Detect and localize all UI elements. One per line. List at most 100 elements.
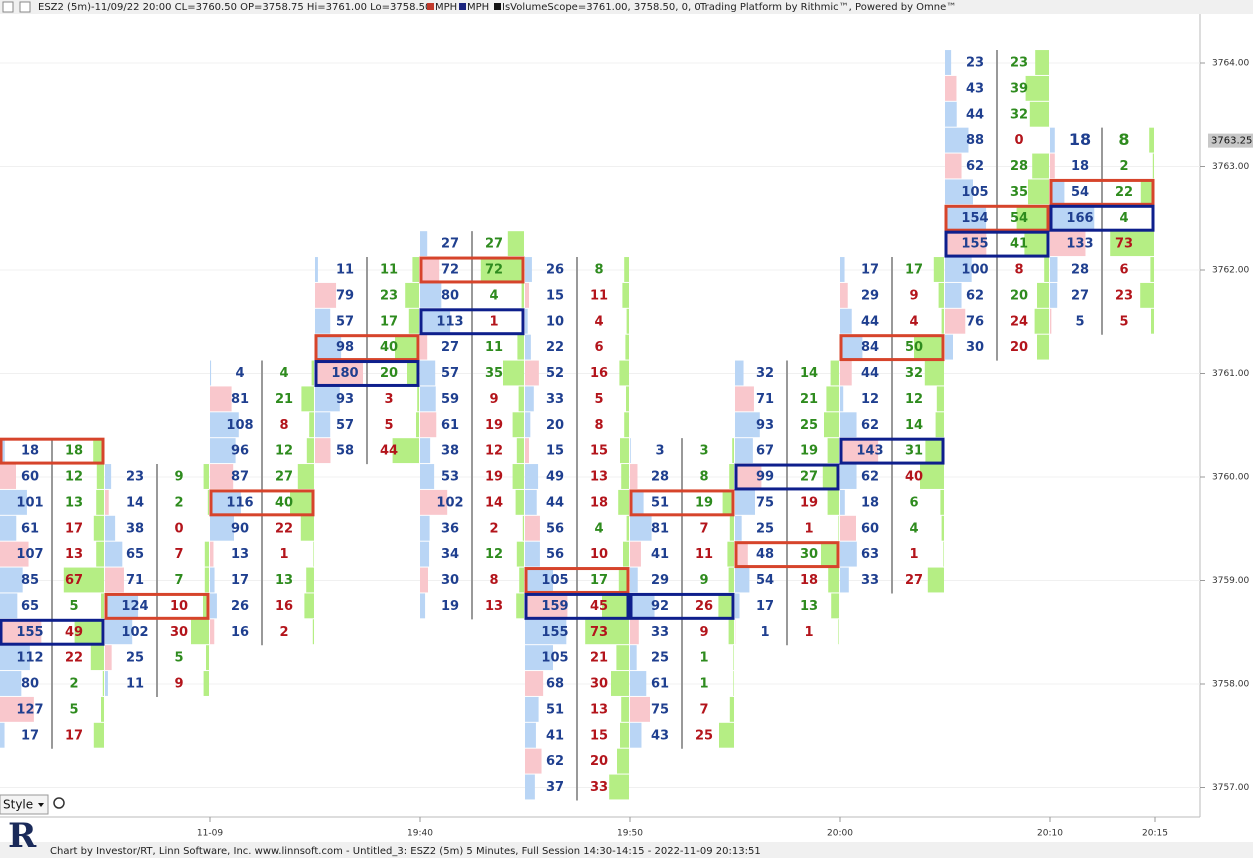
ask-volume-bar bbox=[516, 593, 524, 618]
ask-volume: 8 bbox=[699, 470, 708, 485]
ask-volume-bar bbox=[925, 361, 944, 386]
bid-volume-bar bbox=[420, 283, 441, 308]
ask-volume-bar bbox=[301, 386, 314, 411]
bid-volume: 61 bbox=[441, 418, 459, 433]
bid-volume: 5 bbox=[1075, 314, 1084, 329]
bid-volume: 11 bbox=[126, 677, 144, 692]
bid-volume-bar bbox=[105, 671, 108, 696]
bid-volume: 36 bbox=[441, 521, 459, 536]
bid-volume: 143 bbox=[856, 444, 883, 459]
ask-volume-bar bbox=[503, 361, 524, 386]
ask-volume: 13 bbox=[275, 573, 293, 588]
ask-volume-bar bbox=[313, 542, 314, 567]
ask-volume: 17 bbox=[65, 728, 83, 743]
bid-volume: 107 bbox=[16, 547, 43, 562]
bid-volume: 71 bbox=[756, 392, 774, 407]
bid-volume-bar bbox=[105, 542, 122, 567]
bid-volume-bar bbox=[315, 283, 336, 308]
checkbox[interactable] bbox=[3, 2, 13, 12]
ask-volume: 2 bbox=[1119, 159, 1128, 174]
ask-volume-bar bbox=[831, 593, 839, 618]
bid-volume: 23 bbox=[126, 470, 144, 485]
ask-volume-bar bbox=[624, 257, 629, 282]
bid-volume: 18 bbox=[21, 444, 39, 459]
ask-volume-bar bbox=[939, 283, 944, 308]
bid-volume: 54 bbox=[756, 573, 774, 588]
bid-volume: 32 bbox=[756, 366, 774, 381]
price-label: 3762.00 bbox=[1212, 266, 1249, 276]
bid-volume: 1 bbox=[760, 625, 769, 640]
bid-volume: 155 bbox=[16, 625, 43, 640]
bid-volume: 62 bbox=[861, 470, 879, 485]
bid-volume: 34 bbox=[441, 547, 459, 562]
bid-volume-bar bbox=[0, 671, 21, 696]
ask-volume: 8 bbox=[279, 418, 288, 433]
ask-volume-bar bbox=[616, 645, 629, 670]
ask-volume: 3 bbox=[699, 444, 708, 459]
ask-volume-bar bbox=[1024, 231, 1049, 256]
bid-volume-bar bbox=[420, 412, 436, 437]
bid-volume-bar bbox=[735, 386, 754, 411]
bid-volume: 75 bbox=[651, 702, 669, 717]
ask-volume: 4 bbox=[909, 314, 918, 329]
ask-volume-bar bbox=[94, 516, 104, 541]
bid-volume-bar bbox=[420, 257, 439, 282]
footer-text: Chart by Investor/RT, Linn Software, Inc… bbox=[50, 846, 761, 857]
bid-volume: 27 bbox=[441, 237, 459, 252]
ask-volume-bar bbox=[936, 412, 944, 437]
ask-volume-bar bbox=[824, 412, 839, 437]
ask-volume-bar bbox=[1150, 257, 1154, 282]
ask-volume: 5 bbox=[69, 702, 78, 717]
bid-volume: 44 bbox=[546, 495, 564, 510]
ask-volume: 35 bbox=[485, 366, 503, 381]
ask-volume: 5 bbox=[594, 392, 603, 407]
bid-volume: 18 bbox=[1071, 159, 1089, 174]
ask-volume: 39 bbox=[1010, 81, 1028, 96]
ask-volume-bar bbox=[301, 516, 314, 541]
bid-volume-bar bbox=[0, 568, 23, 593]
ask-volume: 5 bbox=[69, 599, 78, 614]
bid-volume: 62 bbox=[966, 288, 984, 303]
ask-volume: 17 bbox=[905, 263, 923, 278]
ask-volume-bar bbox=[97, 464, 104, 489]
ask-volume: 54 bbox=[1010, 211, 1028, 226]
ask-volume-bar bbox=[942, 516, 944, 541]
zoom-button[interactable] bbox=[54, 798, 64, 808]
ask-volume: 7 bbox=[174, 573, 183, 588]
bid-volume-bar bbox=[525, 671, 543, 696]
style-label[interactable]: Style bbox=[3, 798, 33, 812]
ask-volume: 15 bbox=[590, 444, 608, 459]
bid-volume-bar bbox=[945, 76, 956, 101]
bid-volume: 101 bbox=[16, 495, 43, 510]
bid-volume: 113 bbox=[436, 314, 463, 329]
icon[interactable] bbox=[20, 2, 30, 12]
ask-volume: 9 bbox=[174, 677, 183, 692]
ask-volume: 20 bbox=[1010, 288, 1028, 303]
ask-volume: 7 bbox=[699, 521, 708, 536]
ask-volume: 13 bbox=[65, 547, 83, 562]
ask-volume-bar bbox=[96, 542, 104, 567]
ask-volume-bar bbox=[290, 490, 314, 515]
bid-volume: 13 bbox=[231, 547, 249, 562]
ask-volume: 21 bbox=[800, 392, 818, 407]
ask-volume: 11 bbox=[485, 340, 503, 355]
ask-volume-bar bbox=[609, 775, 629, 800]
ask-volume-bar bbox=[821, 542, 839, 567]
ask-volume: 1 bbox=[804, 625, 813, 640]
ask-volume-bar bbox=[1035, 309, 1049, 334]
ask-volume-bar bbox=[940, 490, 944, 515]
bid-volume: 28 bbox=[651, 470, 669, 485]
bid-volume-bar bbox=[525, 542, 540, 567]
ask-volume-bar bbox=[627, 309, 629, 334]
ask-volume-bar bbox=[1151, 309, 1154, 334]
bid-volume-bar bbox=[1050, 309, 1051, 334]
bid-volume: 52 bbox=[546, 366, 564, 381]
ask-volume-bar bbox=[522, 283, 524, 308]
price-label: 3759.00 bbox=[1212, 576, 1249, 586]
bid-volume: 43 bbox=[966, 81, 984, 96]
bid-volume-bar bbox=[1050, 154, 1055, 179]
ask-volume: 15 bbox=[590, 728, 608, 743]
ask-volume: 5 bbox=[384, 418, 393, 433]
legend-swatch bbox=[494, 3, 501, 10]
bid-volume: 155 bbox=[961, 237, 988, 252]
